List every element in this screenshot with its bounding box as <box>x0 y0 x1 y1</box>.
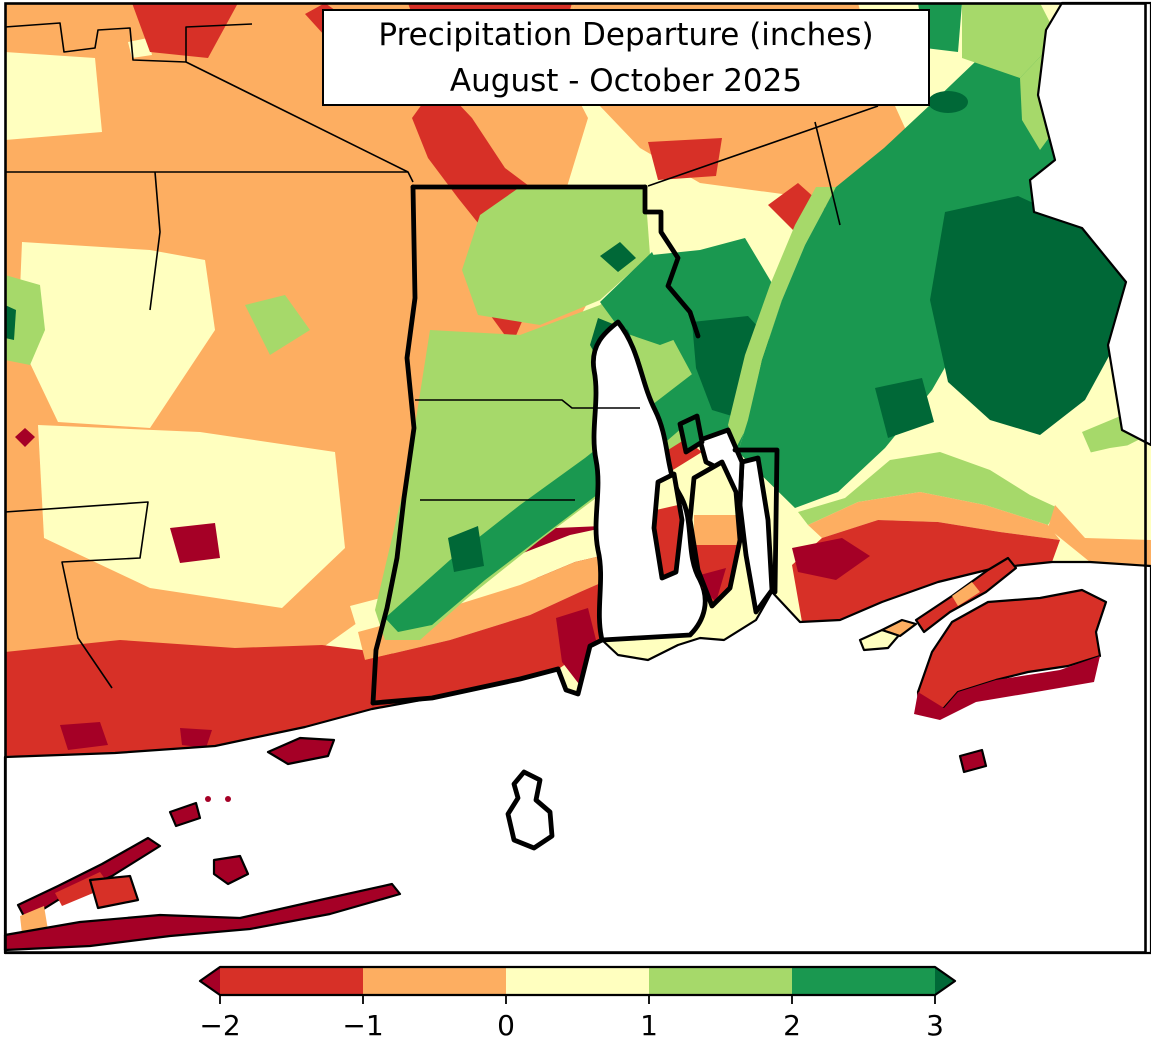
contour-darkgreen-blob-ri <box>448 526 484 572</box>
colorbar-tick-label: 3 <box>926 1009 944 1042</box>
contour-paleyellow-pocket <box>18 242 215 428</box>
plum-island <box>168 801 202 828</box>
contour-orange-east-edge <box>1048 505 1151 566</box>
marthas-vineyard-south <box>914 656 1100 720</box>
county-line-diagonal-ct <box>185 61 409 173</box>
contour-lightgreen-coast-band <box>798 452 1058 525</box>
county-line-topleft <box>4 22 253 63</box>
conanicut-outline <box>651 471 685 581</box>
contour-darkred-pocket <box>15 428 35 447</box>
colorbar-segment <box>649 967 792 995</box>
contour-darkred-coast-fringe <box>180 728 212 748</box>
colorbar-segment <box>506 967 649 995</box>
map-frame <box>4 2 1147 954</box>
contour-lightgreen-north-ri <box>462 187 650 325</box>
contour-paleyellow-pocket <box>128 38 152 58</box>
north-fork-orange <box>20 906 48 934</box>
colorbar-segment <box>363 967 506 995</box>
contour-lightgreen-strip-sema <box>728 187 836 448</box>
county-line-ct-vertical <box>149 171 161 311</box>
prudence-island <box>677 413 705 455</box>
contour-red-streak <box>132 3 238 58</box>
marthas-vineyard <box>914 588 1108 720</box>
colorbar-under-arrow <box>200 967 220 995</box>
contour-red-coast-band-sema <box>792 520 1060 622</box>
map-title-line2: August - October 2025 <box>449 62 803 99</box>
colorbar-tick-label: −1 <box>342 1009 383 1042</box>
contour-orange-coast-band <box>808 492 1060 540</box>
colorbar-tick-label: 1 <box>640 1009 658 1042</box>
county-line-ma-branch <box>814 121 841 226</box>
contour-lightgreen-coast-ne <box>962 3 1058 78</box>
contour-darkred-coast-fringe <box>60 722 108 750</box>
rhode-island-west-border <box>370 184 418 706</box>
contour-paleyellow-east-edge <box>1055 442 1151 540</box>
elizabeth-islet <box>880 618 918 638</box>
gull-island <box>205 796 211 802</box>
rhode-island-east-border <box>732 447 780 595</box>
map-title-line1: Precipitation Departure (inches) <box>378 16 874 53</box>
south-fork <box>3 882 402 952</box>
contour-darkgreen-small-sema <box>875 378 934 438</box>
rhode-island-south-coast <box>370 637 605 706</box>
contour-red-blob-north <box>648 138 722 180</box>
contour-darkred-horseneck <box>792 538 870 580</box>
conanicut-island <box>651 471 685 581</box>
elizabeth-islands <box>858 556 1018 652</box>
colorbar-tick-label: 0 <box>497 1009 515 1042</box>
aquidneck-middle <box>694 515 739 545</box>
contour-red-coastal-band-ct <box>5 640 440 756</box>
colorbar-segment <box>220 967 363 995</box>
contour-lightgreen-pocket <box>245 295 310 355</box>
county-line-ri-1 <box>415 399 640 409</box>
map-canvas <box>3 1 1151 955</box>
long-island-group <box>3 736 402 952</box>
block-island <box>505 769 555 851</box>
contour-darkgreen-diamond-ri <box>600 242 636 272</box>
aquidneck-newport <box>700 568 726 602</box>
colorbar-svg: −2 −1 0 1 2 3 <box>198 965 957 1042</box>
contour-darkgreen-ellipse-sema <box>928 91 968 113</box>
rhode-island-blackstone-border <box>642 184 701 339</box>
colorbar-over-arrow <box>935 967 955 995</box>
county-line-ct-south <box>4 501 149 689</box>
map-title-box: Precipitation Departure (inches) August … <box>322 9 930 106</box>
aquidneck-island <box>687 459 743 609</box>
conanicut-north <box>656 474 678 510</box>
shelter-island <box>88 874 140 910</box>
no-mans-land-island <box>958 748 988 774</box>
contour-paleyellow-pocket <box>38 425 345 608</box>
contour-orange-strip-south-ri <box>358 545 648 660</box>
contour-paleyellow-pocket <box>5 52 102 140</box>
colorbar-tick-label: 2 <box>783 1009 801 1042</box>
contour-darkgreen-sliver <box>5 305 16 340</box>
ocean-northeast <box>1028 1 1151 447</box>
aquidneck-outline <box>687 459 743 609</box>
contour-green-main-sema <box>738 18 1058 508</box>
fishers-island <box>266 736 336 766</box>
gardiners-island <box>212 854 250 886</box>
contour-red-strip-south-ri <box>365 572 640 705</box>
contour-lightgreen-pocket <box>5 275 45 365</box>
county-line-ma-diagonal <box>647 105 879 187</box>
naushon-orange <box>952 582 980 606</box>
contour-darkgreen-big-sema <box>930 196 1128 435</box>
sakonnet-river <box>737 455 775 615</box>
cuttyhunk-island <box>858 628 902 652</box>
gull-island <box>225 796 231 802</box>
colorbar-segment <box>792 967 935 995</box>
colorbar-tick-label: −2 <box>199 1009 240 1042</box>
contour-darkred-pocket <box>170 523 220 563</box>
